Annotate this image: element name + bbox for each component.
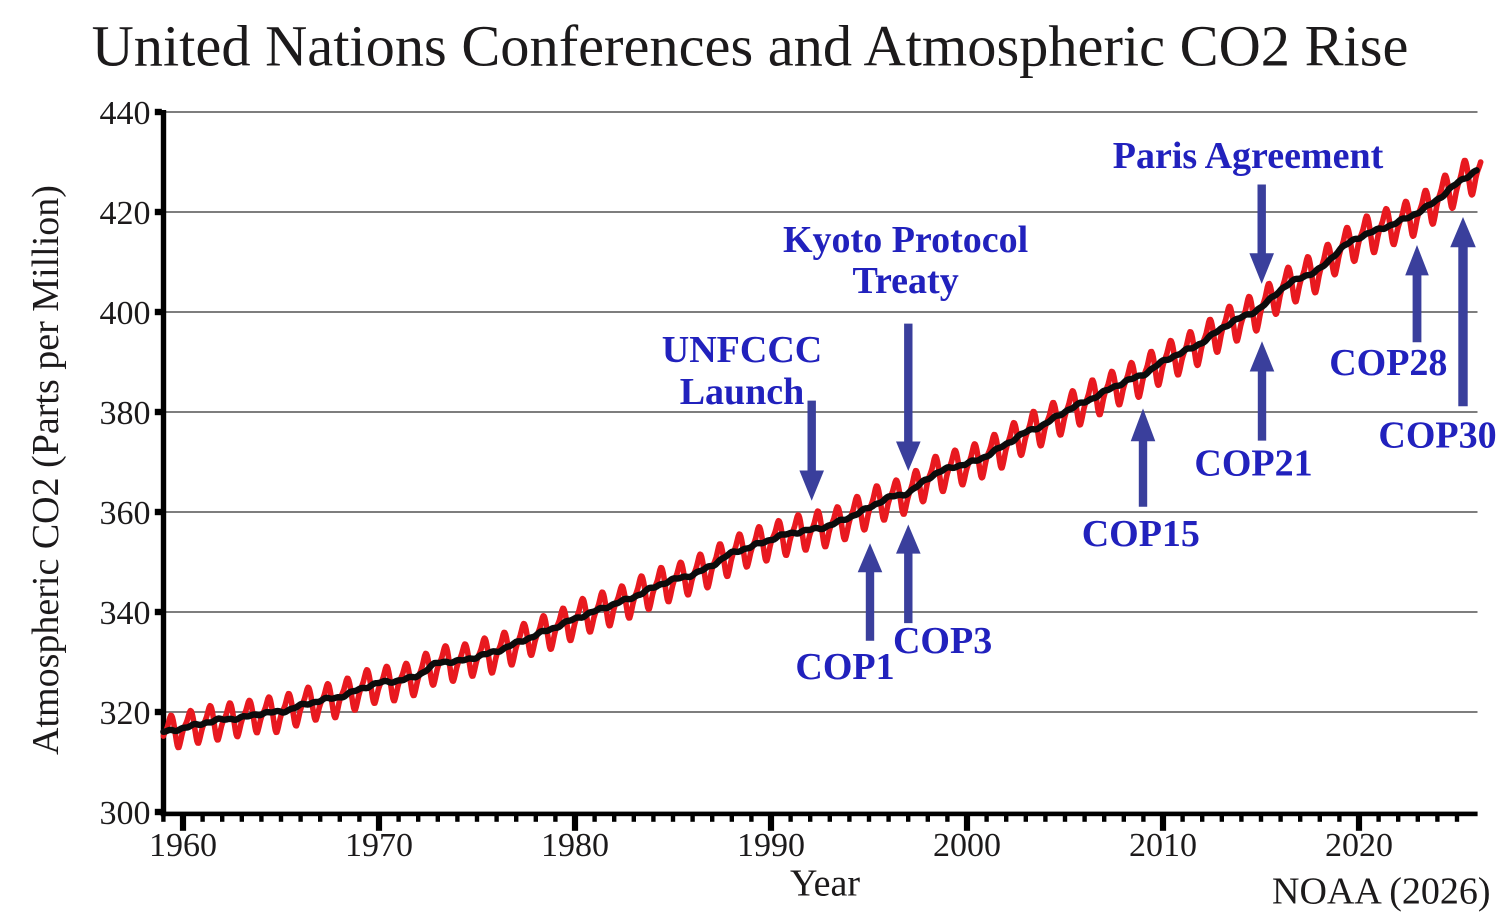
- svg-text:360: 360: [100, 495, 151, 532]
- svg-text:COP1: COP1: [795, 646, 894, 688]
- svg-text:Paris Agreement: Paris Agreement: [1113, 135, 1384, 177]
- svg-text:COP15: COP15: [1082, 513, 1200, 555]
- svg-text:Kyoto Protocol: Kyoto Protocol: [783, 219, 1028, 261]
- svg-text:400: 400: [100, 295, 151, 332]
- svg-text:1960: 1960: [149, 827, 217, 864]
- svg-text:2010: 2010: [1129, 827, 1197, 864]
- svg-text:Treaty: Treaty: [852, 260, 958, 302]
- svg-text:420: 420: [100, 195, 151, 232]
- svg-text:UNFCCC: UNFCCC: [662, 329, 822, 371]
- svg-text:2020: 2020: [1325, 827, 1393, 864]
- svg-text:2000: 2000: [933, 827, 1001, 864]
- svg-text:340: 340: [100, 595, 151, 632]
- svg-text:United Nations Conferences and: United Nations Conferences and Atmospher…: [92, 14, 1409, 79]
- svg-text:COP21: COP21: [1194, 443, 1312, 485]
- svg-text:320: 320: [100, 695, 151, 732]
- svg-text:Year: Year: [790, 863, 860, 905]
- svg-text:NOAA (2026): NOAA (2026): [1272, 871, 1490, 913]
- svg-text:COP30: COP30: [1378, 415, 1496, 457]
- svg-text:1970: 1970: [345, 827, 413, 864]
- svg-text:1990: 1990: [737, 827, 805, 864]
- svg-text:380: 380: [100, 395, 151, 432]
- svg-text:COP3: COP3: [893, 620, 992, 662]
- svg-text:440: 440: [100, 95, 151, 132]
- svg-text:1980: 1980: [541, 827, 609, 864]
- svg-text:Atmospheric CO2 (Parts per Mil: Atmospheric CO2 (Parts per Million): [25, 185, 67, 755]
- svg-text:COP28: COP28: [1329, 342, 1447, 384]
- svg-text:Launch: Launch: [680, 371, 805, 413]
- svg-text:300: 300: [100, 795, 151, 832]
